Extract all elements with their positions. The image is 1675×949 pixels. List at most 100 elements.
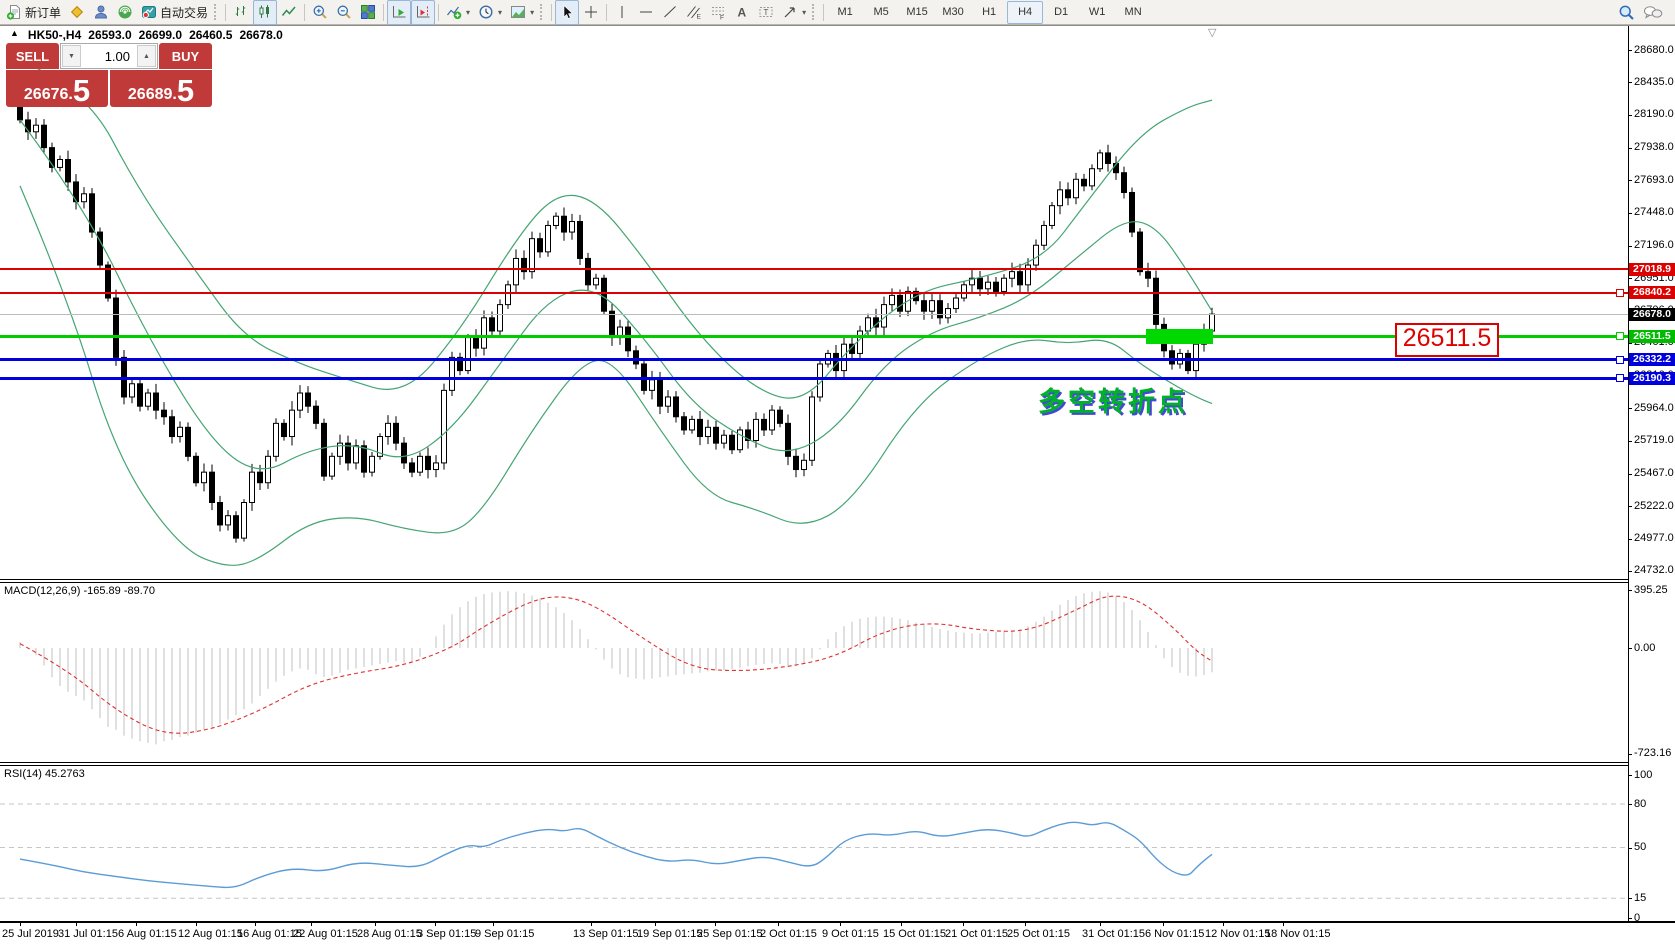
line-handle[interactable]	[1616, 374, 1624, 383]
annotation-text-cn[interactable]: 多空转折点	[1038, 387, 1188, 417]
volume-decrease-button[interactable]: ▼	[62, 45, 81, 67]
signals-button[interactable]	[113, 0, 137, 25]
chevron-down-icon[interactable]: ▾	[802, 7, 807, 17]
time-axis-label: 15 Oct 01:15	[883, 928, 946, 940]
chevron-down-icon[interactable]: ▾	[530, 7, 535, 17]
candle-body	[289, 409, 295, 438]
fibonacci-button[interactable]: F	[706, 0, 730, 25]
candle-body	[1057, 189, 1063, 207]
buy-price-box[interactable]: 26689. 5	[110, 70, 212, 107]
tile-windows-icon	[361, 5, 376, 19]
new-order-button[interactable]: 新订单	[2, 0, 65, 25]
autotrading-button[interactable]: 自动交易	[137, 0, 212, 25]
candle-body	[777, 409, 783, 424]
chevron-down-icon[interactable]: ▾	[466, 7, 471, 17]
search-icon[interactable]	[1618, 4, 1635, 21]
rsi-tick	[1628, 775, 1632, 776]
line-handle[interactable]	[1616, 332, 1624, 341]
tile-windows-button[interactable]	[356, 0, 380, 25]
hline-26678.0[interactable]	[0, 313, 1628, 315]
candle-chart-button[interactable]	[253, 0, 278, 25]
hline-26190.3[interactable]	[0, 376, 1628, 380]
crosshair-button[interactable]	[579, 0, 603, 25]
hline-26511.5[interactable]	[0, 334, 1628, 338]
tf-button-H4[interactable]: H4	[1007, 0, 1044, 24]
line-chart-button[interactable]	[277, 0, 301, 25]
tf-button-H1[interactable]: H1	[982, 6, 997, 18]
text-label-icon: T	[759, 7, 773, 17]
cursor-arrow-icon	[563, 4, 574, 19]
open-value: 26593.0	[88, 28, 132, 42]
candle-body	[681, 416, 687, 431]
sell-button[interactable]: SELL	[6, 43, 59, 69]
text-button[interactable]: A	[730, 0, 754, 25]
panel-separator[interactable]	[0, 762, 1628, 763]
panel-separator[interactable]	[0, 579, 1628, 580]
chevron-down-icon[interactable]: ▾	[498, 7, 503, 17]
horizontal-line-button[interactable]	[634, 0, 658, 25]
chart-shift-marker[interactable]: ▽	[1208, 27, 1217, 39]
zoom-out-button[interactable]	[332, 0, 356, 25]
zoom-in-button[interactable]	[308, 0, 332, 25]
time-axis-label: 9 Sep 01:15	[475, 928, 535, 940]
hline-27018.9[interactable]	[0, 268, 1628, 271]
candle-body	[673, 396, 679, 418]
buy-button[interactable]: BUY	[159, 43, 212, 69]
chart-shift-button[interactable]	[411, 0, 436, 25]
time-axis-label: 2 Oct 01:15	[760, 928, 817, 940]
hline-26840.2[interactable]	[0, 291, 1628, 294]
trendline-button[interactable]	[658, 0, 682, 25]
candle-body	[1121, 172, 1127, 193]
cursor-button[interactable]	[555, 0, 580, 25]
time-axis-tick	[778, 921, 779, 926]
rsi-tick-label: 0	[1634, 911, 1641, 924]
candle-body	[545, 224, 551, 253]
autotrading-label: 自动交易	[160, 5, 209, 20]
tf-button-W1[interactable]: W1	[1088, 6, 1106, 18]
bar-chart-button[interactable]	[229, 0, 253, 25]
symbol-period-label: HK50-,H4	[27, 28, 82, 42]
band-middle	[19, 119, 1213, 470]
candle-body	[81, 193, 87, 203]
arrows-button[interactable]: ▾	[778, 0, 810, 25]
auto-scroll-button[interactable]	[387, 0, 412, 25]
price-tick-label: 24977.0	[1634, 532, 1674, 545]
tf-button-M15[interactable]: M15	[906, 6, 928, 18]
candle-body	[889, 294, 895, 306]
tf-button-M30[interactable]: M30	[942, 6, 964, 18]
candle-body	[1009, 271, 1015, 279]
toolbar-separator	[551, 3, 553, 21]
text-label-button[interactable]: T	[754, 0, 778, 25]
collapse-trade-panel-icon[interactable]: ▲	[10, 28, 19, 38]
svg-text:T: T	[764, 8, 769, 17]
periods-button[interactable]: ▾	[474, 0, 506, 25]
templates-button[interactable]: ▾	[506, 0, 538, 25]
candle-body	[145, 392, 151, 407]
tf-button-M1[interactable]: M1	[837, 6, 853, 18]
profile-button[interactable]	[89, 0, 113, 25]
channel-button[interactable]: E	[682, 0, 706, 25]
candle-body	[393, 422, 399, 444]
hline-26332.2[interactable]	[0, 358, 1628, 362]
sell-price-box[interactable]: 26676. 5	[6, 70, 108, 107]
line-handle[interactable]	[1616, 355, 1624, 364]
macd-signal-line	[19, 595, 1213, 734]
line-handle[interactable]	[1616, 288, 1624, 297]
candle-body	[561, 215, 567, 233]
tf-button-D1[interactable]: D1	[1054, 6, 1069, 18]
add-indicator-icon	[447, 6, 462, 20]
tf-button-M5[interactable]: M5	[873, 6, 889, 18]
metaeditor-button[interactable]	[65, 0, 89, 25]
volume-value[interactable]: 1.00	[104, 48, 130, 64]
candle-body	[249, 471, 255, 504]
volume-increase-button[interactable]: ▲	[137, 45, 156, 67]
highlight-rectangle-object[interactable]	[1146, 328, 1213, 344]
price-tick	[1628, 342, 1632, 344]
vertical-line-button[interactable]	[610, 0, 634, 25]
chat-icon[interactable]	[1643, 4, 1663, 21]
candle-body	[57, 158, 63, 168]
candle-body	[137, 383, 143, 407]
tf-button-MN[interactable]: MN	[1124, 6, 1142, 18]
price-callout-text[interactable]: 26511.5	[1395, 323, 1499, 357]
indicators-button[interactable]: ▾	[442, 0, 474, 25]
